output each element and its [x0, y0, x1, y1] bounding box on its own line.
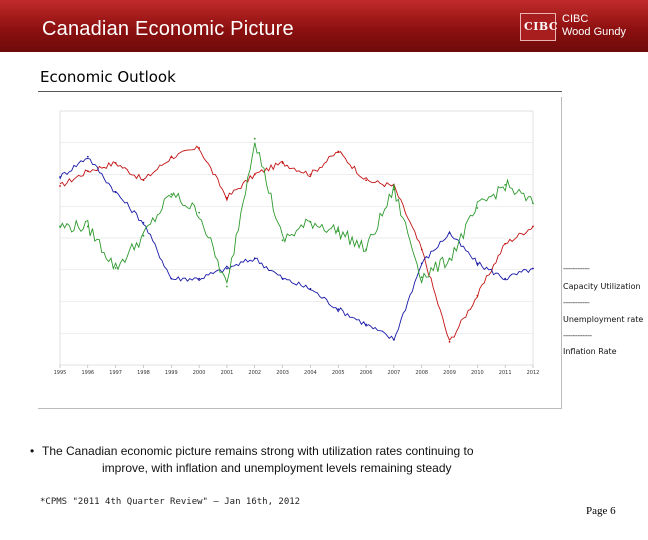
data-point: [253, 257, 256, 260]
data-point: [253, 173, 256, 176]
data-point: [337, 230, 340, 232]
data-point: [198, 147, 201, 149]
data-point: [86, 155, 89, 158]
x-tick-label: 2000: [193, 370, 206, 376]
x-tick-label: 1996: [81, 370, 94, 376]
legend-dash-inflation: ------------: [563, 331, 592, 340]
logo-line-1: CIBC: [562, 13, 589, 25]
x-tick-label: 2007: [388, 370, 401, 376]
series-line: [59, 142, 534, 285]
data-point: [448, 257, 451, 260]
x-tick-label: 2012: [527, 370, 540, 376]
data-point: [86, 170, 89, 172]
x-tick-label: 2008: [415, 370, 428, 376]
data-point: [504, 242, 507, 245]
header-bar: Canadian Economic Picture CIBC CIBC Wood…: [0, 0, 648, 52]
data-point: [448, 341, 451, 343]
chart-frame: 1995 1996 1997 1998 1999 2000 2001 2002 2003 2004…: [38, 97, 562, 409]
series-line: [59, 158, 534, 342]
x-tick-label: 2003: [276, 370, 289, 376]
page-title: Canadian Economic Picture: [42, 18, 294, 40]
data-point: [309, 173, 312, 176]
data-point: [253, 137, 256, 140]
data-point: [198, 211, 201, 214]
x-tick-label: 1995: [54, 370, 67, 376]
x-tick-label: 2011: [499, 370, 512, 376]
data-point: [448, 232, 451, 234]
data-point: [198, 277, 201, 280]
data-point: [142, 221, 145, 224]
section-subtitle: Economic Outlook: [40, 68, 176, 86]
data-point: [532, 225, 534, 228]
data-point: [365, 179, 367, 182]
economic-outlook-chart: 1995 1996 1997 1998 1999 2000 2001 2002 2003 2004…: [54, 110, 540, 376]
logo-mark-box: CIBC: [520, 13, 559, 41]
data-point: [392, 188, 395, 191]
bullet-text: The Canadian economic picture remains st…: [42, 443, 582, 477]
data-point: [420, 262, 423, 265]
source-note: *CPMS "2011 4th Quarter Review" – Jan 16…: [40, 497, 301, 507]
data-point: [476, 294, 479, 297]
cibc-wood-gundy-logo: CIBC CIBC Wood Gundy: [520, 10, 630, 44]
legend-capacity-utilization: Capacity Utilization: [563, 282, 641, 291]
data-point: [476, 262, 479, 265]
legend-inflation-rate: Inflation Rate: [563, 347, 617, 356]
data-point: [170, 193, 173, 196]
data-point: [309, 287, 312, 290]
data-point: [309, 220, 312, 223]
data-point: [504, 183, 507, 186]
data-point: [170, 156, 173, 159]
data-point: [420, 276, 423, 279]
data-point: [365, 248, 367, 251]
data-point: [114, 267, 117, 269]
data-point: [281, 239, 284, 242]
data-point: [59, 185, 61, 187]
data-point: [337, 308, 340, 311]
x-tick-label: 1998: [137, 370, 150, 376]
logo-mark: CIBC: [524, 20, 559, 33]
bullet-line-1: The Canadian economic picture remains st…: [42, 444, 474, 458]
x-tick-label: 1999: [165, 370, 178, 376]
x-tick-label: 1997: [109, 370, 122, 376]
bullet-line-2: improve, with inflation and unemployment…: [102, 461, 452, 475]
logo-line-2: Wood Gundy: [562, 26, 627, 38]
x-tick-label: 2006: [360, 370, 373, 376]
data-point: [114, 191, 117, 194]
logo-text: CIBC Wood Gundy: [562, 13, 626, 39]
data-point: [114, 162, 117, 164]
bullet-symbol: •: [30, 444, 35, 458]
data-point: [420, 248, 423, 251]
data-point: [226, 267, 228, 270]
data-point: [142, 234, 145, 237]
legend-dash-unemployment: -----------: [563, 298, 590, 307]
x-tick-label: 2005: [332, 370, 345, 376]
x-tick-label: 2004: [304, 370, 317, 376]
data-point: [365, 323, 367, 326]
data-point: [392, 338, 395, 341]
data-point: [504, 277, 507, 280]
data-point: [281, 162, 284, 164]
data-point: [532, 202, 534, 205]
data-point: [86, 225, 89, 228]
data-point: [337, 150, 340, 153]
data-point: [59, 225, 61, 228]
page-number: Page 6: [586, 505, 616, 517]
x-tick-label: 2001: [221, 370, 234, 376]
data-point: [226, 285, 228, 288]
divider: [38, 91, 562, 92]
series-line: [59, 145, 534, 341]
data-point: [532, 267, 534, 270]
data-point: [476, 207, 479, 209]
data-point: [226, 196, 228, 199]
data-point: [281, 277, 284, 280]
x-tick-label: 2010: [471, 370, 484, 376]
x-tick-label: 2009: [443, 370, 456, 376]
data-point: [59, 176, 61, 178]
x-tick-label: 2002: [248, 370, 261, 376]
data-point: [142, 179, 145, 182]
data-point: [170, 277, 173, 280]
legend-dash-capacity: -----------: [563, 264, 590, 273]
legend-unemployment-rate: Unemployment rate: [563, 315, 644, 324]
